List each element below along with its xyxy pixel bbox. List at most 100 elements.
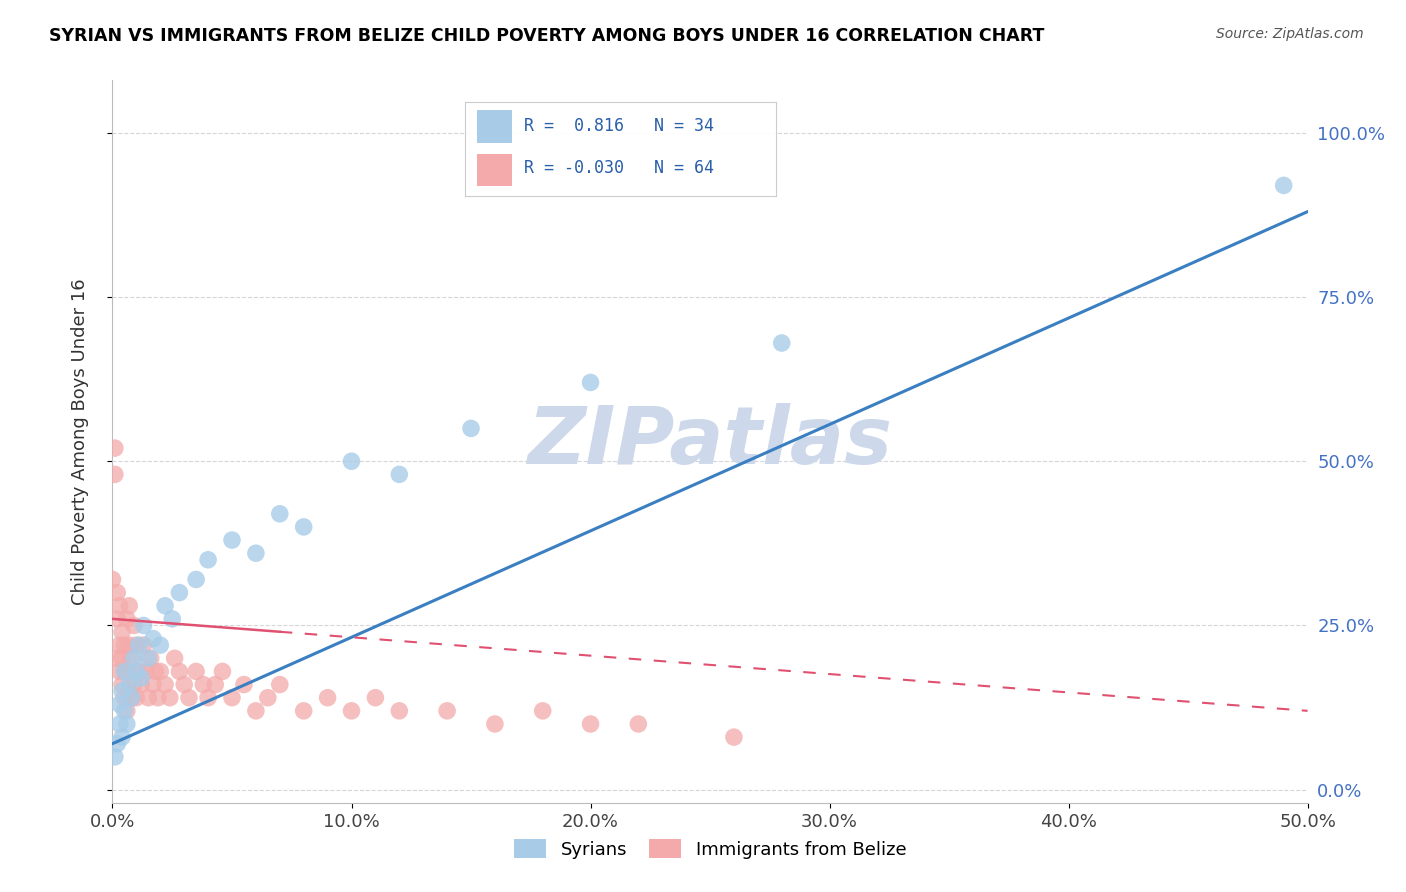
- Point: [111, 730, 134, 744]
- Y-axis label: Child Poverty Among Boys Under 16: Child Poverty Among Boys Under 16: [70, 278, 89, 605]
- Point: [114, 665, 135, 679]
- Point: [245, 546, 267, 560]
- Point: [122, 651, 145, 665]
- Point: [436, 704, 458, 718]
- Point: [364, 690, 387, 705]
- Point: [111, 651, 134, 665]
- Point: [121, 690, 143, 705]
- Point: [292, 704, 315, 718]
- Point: [114, 665, 135, 679]
- Text: Source: ZipAtlas.com: Source: ZipAtlas.com: [1216, 27, 1364, 41]
- Point: [104, 749, 127, 764]
- Point: [111, 625, 134, 640]
- Text: SYRIAN VS IMMIGRANTS FROM BELIZE CHILD POVERTY AMONG BOYS UNDER 16 CORRELATION C: SYRIAN VS IMMIGRANTS FROM BELIZE CHILD P…: [49, 27, 1045, 45]
- Point: [145, 665, 167, 679]
- Point: [388, 704, 411, 718]
- Point: [108, 698, 131, 712]
- Point: [204, 677, 226, 691]
- Point: [340, 704, 363, 718]
- Point: [105, 612, 128, 626]
- Point: [153, 677, 176, 691]
- Point: [245, 704, 267, 718]
- Point: [460, 421, 482, 435]
- Point: [138, 651, 160, 665]
- Point: [142, 677, 165, 691]
- Point: [108, 638, 131, 652]
- Point: [173, 677, 195, 691]
- Point: [257, 690, 280, 705]
- Point: [105, 737, 128, 751]
- Point: [125, 665, 148, 679]
- Point: [146, 690, 169, 705]
- Point: [122, 618, 145, 632]
- Point: [186, 573, 208, 587]
- Point: [118, 638, 141, 652]
- Point: [125, 638, 148, 652]
- Point: [484, 717, 506, 731]
- Point: [197, 690, 219, 705]
- Point: [128, 638, 150, 652]
- Point: [269, 507, 291, 521]
- Legend: Syrians, Immigrants from Belize: Syrians, Immigrants from Belize: [506, 832, 914, 866]
- Point: [105, 585, 128, 599]
- Point: [340, 454, 363, 468]
- Point: [104, 441, 127, 455]
- Point: [121, 651, 143, 665]
- Point: [221, 690, 243, 705]
- Point: [139, 651, 162, 665]
- Point: [115, 665, 138, 679]
- Point: [138, 690, 160, 705]
- Point: [627, 717, 650, 731]
- Point: [388, 467, 411, 482]
- Point: [233, 677, 256, 691]
- Point: [128, 665, 150, 679]
- Point: [162, 612, 183, 626]
- Point: [132, 618, 155, 632]
- Point: [193, 677, 215, 691]
- Text: ZIPatlas: ZIPatlas: [527, 402, 893, 481]
- Point: [118, 677, 141, 691]
- Point: [221, 533, 243, 547]
- Point: [118, 684, 141, 698]
- Point: [770, 336, 793, 351]
- Point: [101, 573, 124, 587]
- Point: [1272, 178, 1295, 193]
- Point: [115, 717, 138, 731]
- Point: [114, 690, 135, 705]
- Point: [104, 467, 127, 482]
- Point: [108, 665, 131, 679]
- Point: [125, 690, 148, 705]
- Point: [111, 677, 134, 691]
- Point: [118, 599, 141, 613]
- Point: [122, 677, 145, 691]
- Point: [186, 665, 208, 679]
- Point: [115, 704, 138, 718]
- Point: [114, 704, 135, 718]
- Point: [177, 690, 200, 705]
- Point: [163, 651, 186, 665]
- Point: [108, 599, 131, 613]
- Point: [115, 612, 138, 626]
- Point: [197, 553, 219, 567]
- Point: [108, 717, 131, 731]
- Point: [132, 638, 155, 652]
- Point: [129, 671, 152, 685]
- Point: [579, 376, 602, 390]
- Point: [579, 717, 602, 731]
- Point: [153, 599, 176, 613]
- Point: [111, 684, 134, 698]
- Point: [723, 730, 745, 744]
- Point: [105, 651, 128, 665]
- Point: [169, 665, 191, 679]
- Point: [121, 690, 143, 705]
- Point: [142, 632, 165, 646]
- Point: [316, 690, 339, 705]
- Point: [159, 690, 181, 705]
- Point: [129, 677, 152, 691]
- Point: [269, 677, 291, 691]
- Point: [292, 520, 315, 534]
- Point: [211, 665, 233, 679]
- Point: [135, 665, 157, 679]
- Point: [149, 638, 172, 652]
- Point: [531, 704, 554, 718]
